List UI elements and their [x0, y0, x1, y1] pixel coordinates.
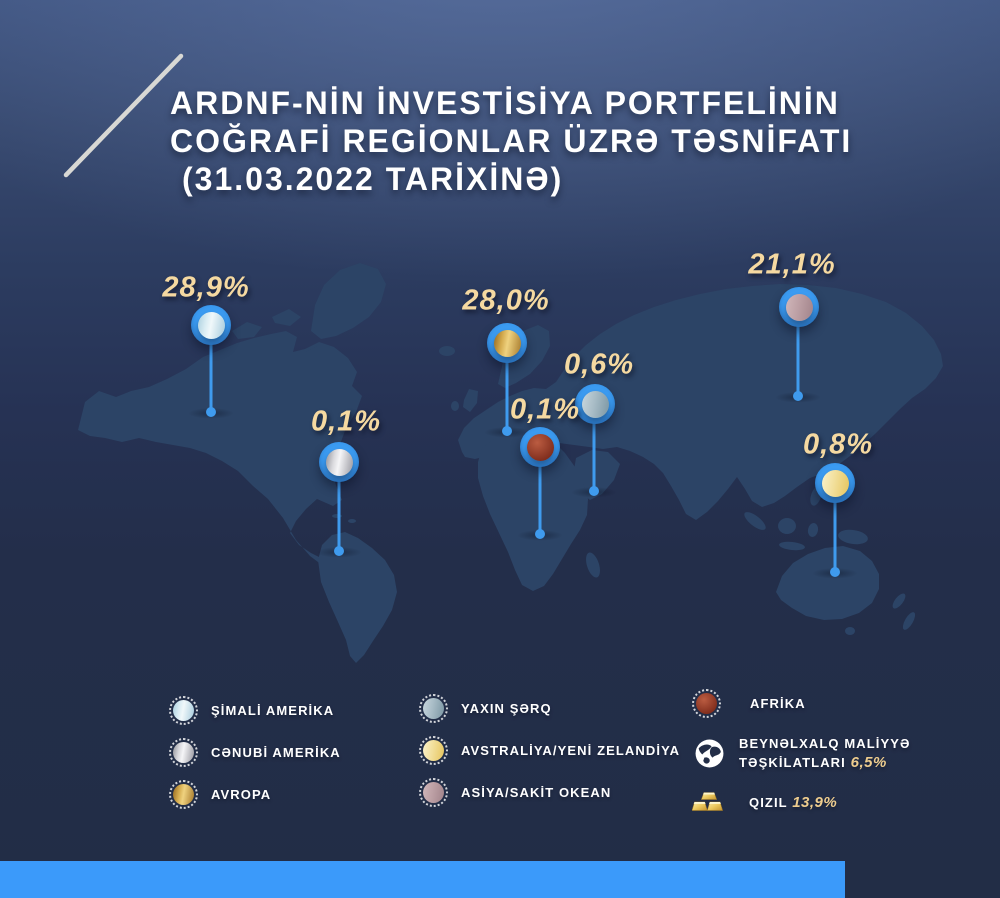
marker-stem — [833, 483, 837, 572]
legend-label: AVROPA — [211, 787, 272, 802]
title-line-1: ARDNF-NİN İNVESTİSİYA PORTFELİNİN — [170, 85, 840, 121]
gold-bars-icon — [692, 788, 726, 816]
legend-swatch-fill — [423, 698, 444, 719]
marker-stem — [796, 307, 800, 396]
legend-label: AFRİKA — [750, 696, 806, 711]
legend-item-europe: AVROPA — [169, 780, 341, 809]
legend-swatch-fill — [423, 740, 444, 761]
legend-label: BEYNƏLXALQ MALİYYƏ TƏŞKİLATLARI 6,5% — [739, 734, 911, 772]
marker-stem — [592, 404, 596, 491]
marker-map-dot — [206, 407, 216, 417]
marker-value-label: 21,1% — [748, 248, 836, 281]
legend-column-3: AFRİKA BEYNƏLXALQ MALİYYƏ TƏŞKİLATLARI 6… — [692, 689, 911, 816]
marker-map-dot — [793, 391, 803, 401]
marker-fill — [526, 433, 554, 461]
marker-fill — [581, 390, 609, 418]
page-title: ARDNF-NİN İNVESTİSİYA PORTFELİNİN COĞRAF… — [170, 84, 852, 198]
marker-stem — [209, 325, 213, 412]
marker-map-dot — [334, 546, 344, 556]
legend-item-africa: AFRİKA — [692, 689, 911, 718]
legend-item-gold: QIZIL 13,9% — [692, 788, 911, 816]
legend-column-1: ŞİMALİ AMERİKA CƏNUBİ AMERİKA AVROPA — [169, 696, 341, 809]
legend-swatch — [419, 736, 448, 765]
footer-accent-bar — [0, 861, 845, 898]
legend-label: AVSTRALİYA/YENİ ZELANDİYA — [461, 743, 681, 758]
marker-ring — [487, 323, 527, 363]
marker-value-label: 0,1% — [509, 393, 581, 426]
marker-fill — [785, 293, 813, 321]
marker-ring — [319, 442, 359, 482]
legend-swatch — [692, 689, 721, 718]
gold-value: 13,9% — [792, 793, 838, 811]
marker-value-label: 28,9% — [162, 271, 250, 304]
legend-swatch-fill — [173, 742, 194, 763]
imf-label-line1: BEYNƏLXALQ MALİYYƏ — [739, 736, 911, 751]
marker-stem — [505, 343, 509, 431]
marker-stem — [538, 447, 542, 534]
globe-icon — [692, 738, 726, 769]
legend-label: ŞİMALİ AMERİKA — [211, 703, 335, 718]
gold-label: QIZIL — [749, 794, 788, 810]
title-line-2: COĞRAFİ REGİONLAR ÜZRƏ TƏSNİFATI — [170, 123, 853, 159]
legend-label: ASİYA/SAKİT OKEAN — [461, 785, 612, 800]
marker-ring — [815, 463, 855, 503]
legend-item-australia-nz: AVSTRALİYA/YENİ ZELANDİYA — [419, 736, 680, 765]
marker-fill — [821, 469, 849, 497]
legend-item-middle-east: YAXIN ŞƏRQ — [419, 694, 680, 723]
legend-swatch — [169, 780, 198, 809]
marker-value-label: 0,1% — [310, 405, 382, 438]
legend-item-south-america: CƏNUBİ AMERİKA — [169, 738, 341, 767]
marker-ring — [191, 305, 231, 345]
legend-item-imf: BEYNƏLXALQ MALİYYƏ TƏŞKİLATLARI 6,5% — [692, 734, 911, 772]
legend-swatch-fill — [173, 700, 194, 721]
legend-swatch — [419, 778, 448, 807]
imf-label-line2: TƏŞKİLATLARI — [739, 755, 846, 770]
legend-swatch — [169, 738, 198, 767]
marker-map-dot — [830, 567, 840, 577]
marker-fill — [493, 329, 521, 357]
legend-item-north-america: ŞİMALİ AMERİKA — [169, 696, 341, 725]
legend-label: QIZIL 13,9% — [749, 793, 837, 812]
legend-swatch-fill — [423, 782, 444, 803]
legend-swatch — [169, 696, 198, 725]
legend-label: CƏNUBİ AMERİKA — [211, 745, 341, 760]
marker-value-label: 0,6% — [563, 348, 635, 381]
marker-value-label: 0,8% — [802, 428, 874, 461]
legend-swatch — [419, 694, 448, 723]
marker-stem — [337, 462, 341, 551]
legend-swatch-fill — [696, 693, 717, 714]
marker-ring — [779, 287, 819, 327]
legend-label: YAXIN ŞƏRQ — [461, 701, 552, 716]
diagonal-accent-line — [63, 53, 184, 178]
marker-value-label: 28,0% — [462, 284, 550, 317]
marker-fill — [197, 311, 225, 339]
imf-value: 6,5% — [850, 754, 887, 771]
marker-fill — [325, 448, 353, 476]
legend-column-2: YAXIN ŞƏRQ AVSTRALİYA/YENİ ZELANDİYA ASİ… — [419, 694, 680, 807]
title-line-3: (31.03.2022 TARİXİNƏ) — [182, 161, 564, 197]
legend-item-asia-pacific: ASİYA/SAKİT OKEAN — [419, 778, 680, 807]
marker-map-dot — [502, 426, 512, 436]
marker-map-dot — [535, 529, 545, 539]
marker-map-dot — [589, 486, 599, 496]
marker-ring — [575, 384, 615, 424]
legend-swatch-fill — [173, 784, 194, 805]
marker-ring — [520, 427, 560, 467]
